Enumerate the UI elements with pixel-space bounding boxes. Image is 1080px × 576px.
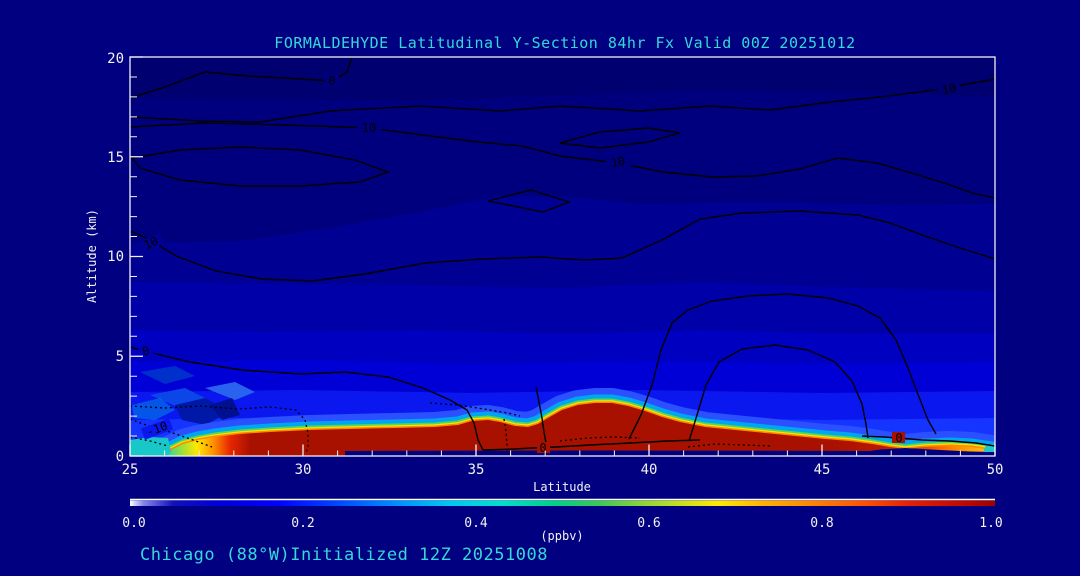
colorbar-gradient [130,500,995,506]
x-axis-major-ticks [129,444,996,456]
contour-label: 0 [325,74,339,88]
contour-label: 10 [137,232,165,254]
y-axis-minor-ticks [130,76,137,437]
filled-contour-field: 0 10 10 10 10 0 [130,57,995,456]
colorbar-tick-label: 0.6 [637,516,660,531]
contour-label-text: 0 [141,343,151,358]
mottled-patches [132,366,255,425]
left-surface-cyan [130,437,172,456]
x-tick-label: 35 [468,462,485,478]
colorbar-units-label: (ppbv) [540,529,583,543]
contour-label-text: 0 [328,74,335,88]
chart-title: FORMALDEHYDE Latitudinal Y-Section 84hr … [274,34,855,52]
x-tick-label: 45 [814,462,831,478]
x-tick-label: 30 [295,462,312,478]
contour-label-text: 0 [895,431,902,445]
y-tick-label: 5 [116,349,124,365]
contour-labels: 0 10 10 10 10 0 [137,74,962,455]
y-axis-tick-labels: 0 5 10 15 20 [107,51,124,465]
contour-label-text: 10 [610,154,627,170]
contour-label-text: -10 [144,419,169,440]
footer-annotation: Chicago (88°W)Initialized 12Z 20251008 [140,545,548,565]
colorbar-tick-label: 1.0 [979,516,1002,531]
x-axis-tick-labels: 25 30 35 40 45 50 [122,462,1004,478]
contour-label: 0 [892,431,905,445]
contour-label: 10 [605,154,631,170]
x-tick-label: 25 [122,462,139,478]
contour-lines-dotted-negative [130,402,773,454]
x-axis-label: Latitude [533,480,591,494]
y-axis-major-ticks [130,56,143,457]
colorbar: 0.0 0.2 0.4 0.6 0.8 1.0 (ppbv) [122,498,1003,543]
contour-label: 10 [357,121,381,135]
colorbar-tick-label: 0.8 [810,516,833,531]
surface-plume [168,403,995,456]
y-axis-label: Altitude (km) [85,209,99,303]
contour-label: 0 [137,343,155,359]
y-tick-label: 15 [107,150,124,166]
x-tick-label: 50 [987,462,1004,478]
y-tick-label: 10 [107,249,124,265]
y-tick-label: 20 [107,51,124,67]
surface-navy-strip [345,448,995,456]
colorbar-tick-label: 0.2 [291,516,314,531]
x-axis-minor-ticks [164,450,961,456]
colorbar-tick-label: 0.0 [122,516,145,531]
contour-label: -10 [140,418,174,440]
contour-label-text: 10 [940,81,957,98]
contour-label: 0 [537,441,550,455]
colorbar-tick-label: 0.4 [464,516,488,531]
x-tick-label: 40 [641,462,658,478]
contour-label-text: 10 [362,121,376,135]
contour-label-text: 0 [539,441,546,455]
y-tick-label: 0 [116,449,124,465]
colorbar-tick-labels: 0.0 0.2 0.4 0.6 0.8 1.0 [122,516,1002,531]
contour-label-text: 10 [141,234,160,253]
contour-label: 10 [936,80,962,98]
plot-frame [129,56,996,457]
contour-lines-solid [130,57,995,451]
